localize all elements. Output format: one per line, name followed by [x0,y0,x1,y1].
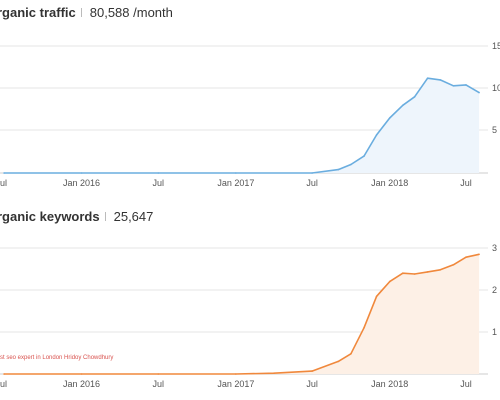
traffic-x-tick-label: Jul [460,178,472,188]
keywords-data-point [235,373,237,375]
keywords-panel-header: rganic keywords 25,647 [0,205,153,227]
traffic-data-point [350,163,352,166]
traffic-data-point [80,172,83,174]
traffic-x-tick-label: Jul [153,178,165,188]
keywords-area-fill [4,254,480,374]
traffic-data-point [426,77,429,79]
keywords-x-tick-label: Jan 2017 [217,379,254,389]
keywords-y-tick-label: 2 [492,285,497,295]
keywords-x-tick-label: ul [0,379,7,389]
traffic-data-point [363,155,365,157]
traffic-data-point [375,134,378,136]
traffic-data-point [439,79,442,81]
keywords-y-tick-label: 3 [492,243,497,253]
keywords-data-point [478,253,480,256]
keywords-data-point [465,256,467,259]
keywords-series-line [4,253,480,375]
keywords-data-point [350,353,352,355]
keywords-y-tick-label: 1 [492,327,497,337]
keywords-data-point [3,373,5,375]
keywords-title-separator [104,211,106,221]
keywords-data-point [363,327,365,329]
keywords-x-tick-label: Jul [460,379,472,389]
traffic-y-tick-label: 10 [492,83,500,93]
keywords-data-point [388,280,391,283]
keywords-data-point [439,269,442,271]
keywords-data-point [337,360,340,363]
traffic-panel-title: rganic traffic [0,4,76,20]
keywords-data-point [311,370,313,372]
traffic-x-tick-label: Jan 2016 [63,178,100,188]
traffic-x-tick-label: ul [0,178,7,188]
keywords-annotation-text: st seo expert in London Hridoy Chowdhury [0,355,113,361]
traffic-data-point [465,84,467,86]
keywords-x-tick-label: Jul [153,379,165,389]
traffic-x-tick-label: Jan 2018 [371,178,408,188]
traffic-data-point [413,96,416,98]
keywords-data-point [452,264,455,266]
keywords-data-point [273,372,275,375]
traffic-data-point [311,172,313,174]
keywords-panel-value: 25,647 [113,208,154,224]
traffic-data-point [388,117,391,119]
keywords-data-point [80,373,83,375]
traffic-data-point [235,172,237,174]
traffic-y-tick-label: 5 [492,125,497,135]
traffic-x-tick-label: Jul [306,178,318,188]
traffic-panel-header: rganic traffic 80,588 /month [0,1,173,23]
keywords-data-point [375,295,378,298]
keywords-x-tick-label: Jan 2018 [371,379,408,389]
traffic-data-point [157,172,160,174]
traffic-y-tick-label: 15 [492,41,500,51]
traffic-x-tick-label: Jan 2017 [217,178,254,188]
traffic-data-point [478,91,480,94]
keywords-x-tick-label: Jul [306,379,318,389]
keywords-data-point [402,272,404,275]
keywords-data-point [426,271,429,273]
traffic-area-fill [4,78,480,173]
keywords-data-point [413,273,416,275]
traffic-data-point [402,104,404,107]
keywords-panel-title: rganic keywords [0,208,100,224]
keywords-data-point [157,373,160,375]
traffic-title-separator [80,7,82,17]
traffic-panel-value: 80,588 /month [89,4,173,20]
traffic-data-point [337,168,340,171]
traffic-data-point [452,85,455,87]
keywords-x-tick-label: Jan 2016 [63,379,100,389]
traffic-data-point [3,172,5,174]
